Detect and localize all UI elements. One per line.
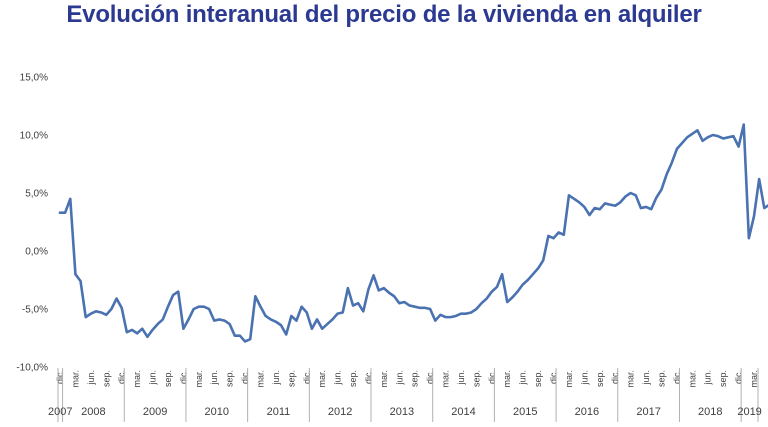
x-month-label: mar. [194,370,204,388]
x-month-label: sep. [410,370,420,387]
x-month-label: mar. [564,370,574,388]
x-year-label: 2013 [390,406,414,418]
y-axis: -10,0% -5,0% 0,0% 5,0% 10,0% 15,0% [16,73,48,374]
y-tick-label: 5,0% [25,189,48,200]
x-month-label: dic. [55,370,65,384]
x-month-label: jun. [456,370,466,386]
x-year-label: 2008 [81,406,105,418]
x-year-label: 2018 [698,406,722,418]
x-month-label: dic. [425,370,435,384]
x-month-label: mar. [255,370,265,388]
x-month-label: mar. [317,370,327,388]
y-tick-label: -5,0% [22,305,48,316]
x-year-label: 2009 [143,406,167,418]
x-month-label: sep. [225,370,235,387]
x-month-label: sep. [471,370,481,387]
x-month-label: sep. [595,370,605,387]
x-month-label: mar. [749,370,759,388]
y-tick-label: 10,0% [20,131,48,142]
x-axis: dic. mar. jun. sep. dic. mar. jun. sep. dic. mar.… [48,368,762,422]
x-year-label: 2016 [575,406,599,418]
y-tick-label: 0,0% [25,247,48,258]
x-month-label: dic. [734,370,744,384]
series-line [58,123,768,343]
x-month-label: dic. [549,370,559,384]
x-year-label: 2017 [636,406,660,418]
x-month-label: mar. [379,370,389,388]
x-month-label: sep. [163,370,173,387]
x-month-label: mar. [687,370,697,388]
x-month-label: sep. [101,370,111,387]
y-tick-label: 15,0% [20,73,48,84]
x-month-label: jun. [579,370,589,386]
x-year-label: 2019 [737,406,761,418]
x-month-label: jun. [271,370,281,386]
y-tick-label: -10,0% [16,363,48,374]
x-month-label: dic. [487,370,497,384]
x-month-label: dic. [302,370,312,384]
x-month-label: jun. [394,370,404,386]
x-month-label: sep. [656,370,666,387]
x-month-label: jun. [148,370,158,386]
x-month-label: jun. [641,370,651,386]
x-year-label: 2011 [267,406,291,418]
x-year-label: 2010 [205,406,229,418]
x-month-label: mar. [626,370,636,388]
x-month-label: dic. [240,370,250,384]
x-year-label: 2015 [513,406,537,418]
x-month-label: jun. [333,370,343,386]
series-layer [58,123,768,343]
x-month-label: sep. [718,370,728,387]
x-month-label: dic. [672,370,682,384]
x-month-label: mar. [70,370,80,388]
x-month-label: jun. [209,370,219,386]
chart-title: Evolución interanual del precio de la vi… [66,1,702,28]
x-year-label: 2014 [451,406,475,418]
x-month-label: jun. [86,370,96,386]
x-month-label: mar. [132,370,142,388]
x-month-label: jun. [518,370,528,386]
x-year-label: 2007 [48,406,72,418]
x-month-label: mar. [502,370,512,388]
x-month-label: sep. [348,370,358,387]
x-month-label: jun. [703,370,713,386]
x-year-label: 2012 [328,406,352,418]
x-month-label: dic. [363,370,373,384]
x-month-label: dic. [178,370,188,384]
x-month-label: dic. [117,370,127,384]
x-month-label: mar. [441,370,451,388]
x-month-label: sep. [286,370,296,387]
x-month-label: dic. [610,370,620,384]
x-month-label: sep. [533,370,543,387]
